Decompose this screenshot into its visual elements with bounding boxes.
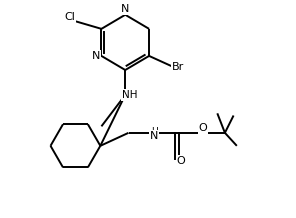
Text: N: N: [121, 4, 129, 14]
Text: N: N: [92, 51, 100, 61]
Text: Cl: Cl: [65, 12, 75, 22]
Text: NH: NH: [122, 90, 138, 100]
Text: N: N: [150, 131, 158, 141]
Text: O: O: [198, 123, 207, 133]
Text: Br: Br: [172, 62, 184, 72]
Text: O: O: [177, 156, 186, 166]
Text: H: H: [151, 127, 157, 136]
